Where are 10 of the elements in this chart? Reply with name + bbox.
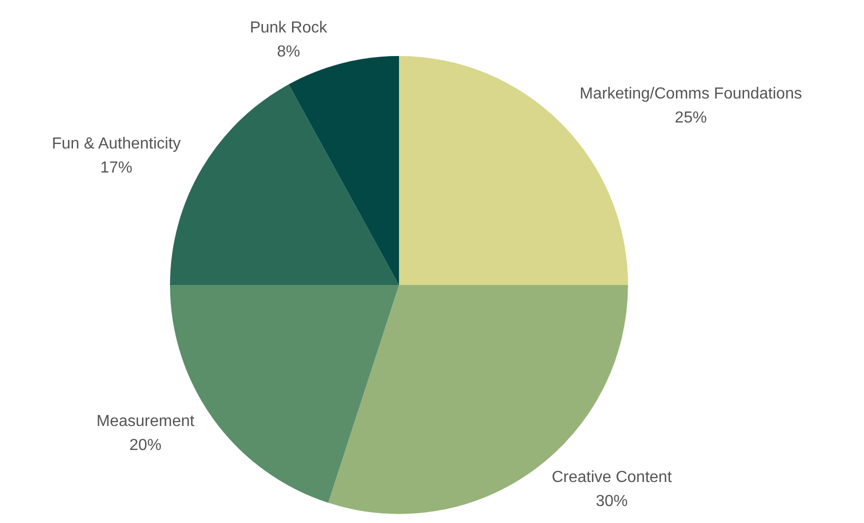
slice-label: Fun & Authenticity — [52, 136, 181, 153]
data-label: 30% — [596, 493, 628, 510]
data-label: 17% — [100, 160, 132, 177]
slice-label: Measurement — [96, 413, 195, 430]
slice-label: Creative Content — [552, 469, 672, 486]
data-label: 8% — [276, 43, 300, 60]
data-label: 25% — [674, 110, 707, 127]
slice-label: Marketing/Comms Foundations — [580, 86, 802, 103]
slice-label: Punk Rock — [250, 19, 328, 36]
data-label: 20% — [129, 437, 162, 454]
